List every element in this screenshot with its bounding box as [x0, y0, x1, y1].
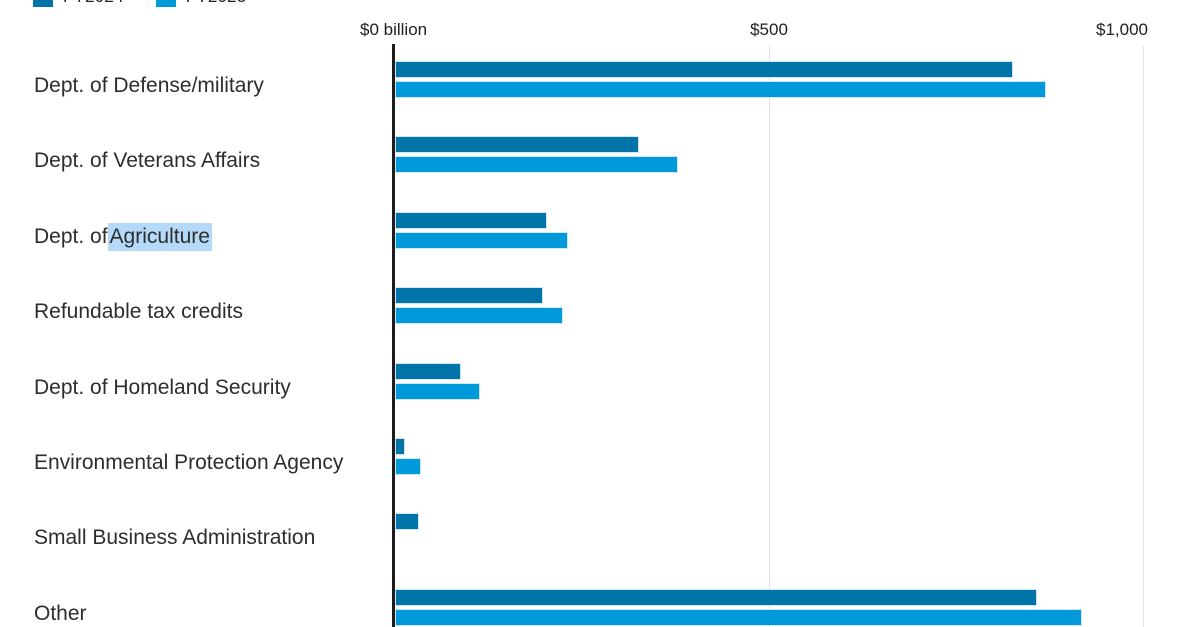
bar-fy2025[interactable] [396, 157, 677, 173]
chart-row: Environmental Protection Agency [0, 423, 1198, 498]
chart-rows: Dept. of Defense/military Dept. of Vetera… [0, 46, 1198, 627]
category-label[interactable]: Dept. of Homeland Security [34, 375, 291, 399]
legend-item-fy2025: FY2025 [155, 0, 247, 7]
zero-baseline [392, 44, 395, 627]
bar-fy2025[interactable] [396, 82, 1045, 97]
legend-label: FY2024 [63, 0, 124, 7]
bar-fy2024[interactable] [396, 62, 1012, 77]
bar-fy2024[interactable] [396, 589, 1036, 605]
chart-legend: FY2024 FY2025 [33, 0, 247, 7]
gridline-1000 [1143, 46, 1144, 627]
bar-group [396, 363, 479, 399]
bar-fy2024[interactable] [396, 212, 546, 228]
text-selection-highlight: Agriculture [107, 222, 212, 251]
chart-row: Dept. of Veterans Affairs [0, 121, 1198, 196]
chart-row: Small Business Administration [0, 498, 1198, 573]
chart-row: Dept. of Homeland Security [0, 348, 1198, 423]
bar-group [396, 212, 567, 248]
x-tick-label: $0 billion [360, 20, 428, 39]
bar-group [396, 62, 1045, 97]
bar-fy2025[interactable] [396, 308, 562, 324]
category-label[interactable]: Refundable tax credits [34, 300, 243, 324]
bar-group [396, 589, 1081, 625]
legend-swatch-fy2024 [33, 0, 53, 7]
category-label[interactable]: Environmental Protection Agency [34, 450, 344, 474]
category-label[interactable]: Other [34, 601, 87, 625]
bar-fy2025[interactable] [396, 232, 567, 248]
category-label[interactable]: Dept. of Defense/military [34, 74, 264, 97]
category-label[interactable]: Dept. of Agriculture [34, 219, 212, 255]
chart-row: Refundable tax credits [0, 272, 1198, 347]
x-tick-label: $1,000 [1096, 20, 1148, 39]
legend-label: FY2025 [186, 0, 247, 7]
x-tick-label: $500 [750, 20, 788, 39]
bar-fy2025[interactable] [396, 458, 420, 474]
bar-fy2024[interactable] [396, 288, 542, 304]
bar-fy2024[interactable] [396, 363, 460, 379]
bar-group [396, 288, 562, 324]
chart-row: Other [0, 574, 1198, 627]
category-label[interactable]: Small Business Administration [34, 526, 316, 550]
bar-fy2024[interactable] [396, 514, 418, 530]
legend-item-fy2024: FY2024 [33, 0, 124, 7]
bar-fy2025[interactable] [396, 383, 479, 399]
bar-fy2024[interactable] [396, 137, 638, 153]
bar-group [396, 438, 420, 474]
bar-fy2025[interactable] [396, 609, 1081, 625]
chart-row: Dept. of Agriculture [0, 197, 1198, 272]
bar-group [396, 514, 418, 530]
bar-group [396, 137, 677, 173]
chart-row: Dept. of Defense/military [0, 46, 1198, 121]
category-label[interactable]: Dept. of Veterans Affairs [34, 149, 261, 173]
gridline-500 [769, 46, 770, 627]
legend-swatch-fy2025 [155, 0, 176, 7]
bar-fy2024[interactable] [396, 438, 404, 454]
